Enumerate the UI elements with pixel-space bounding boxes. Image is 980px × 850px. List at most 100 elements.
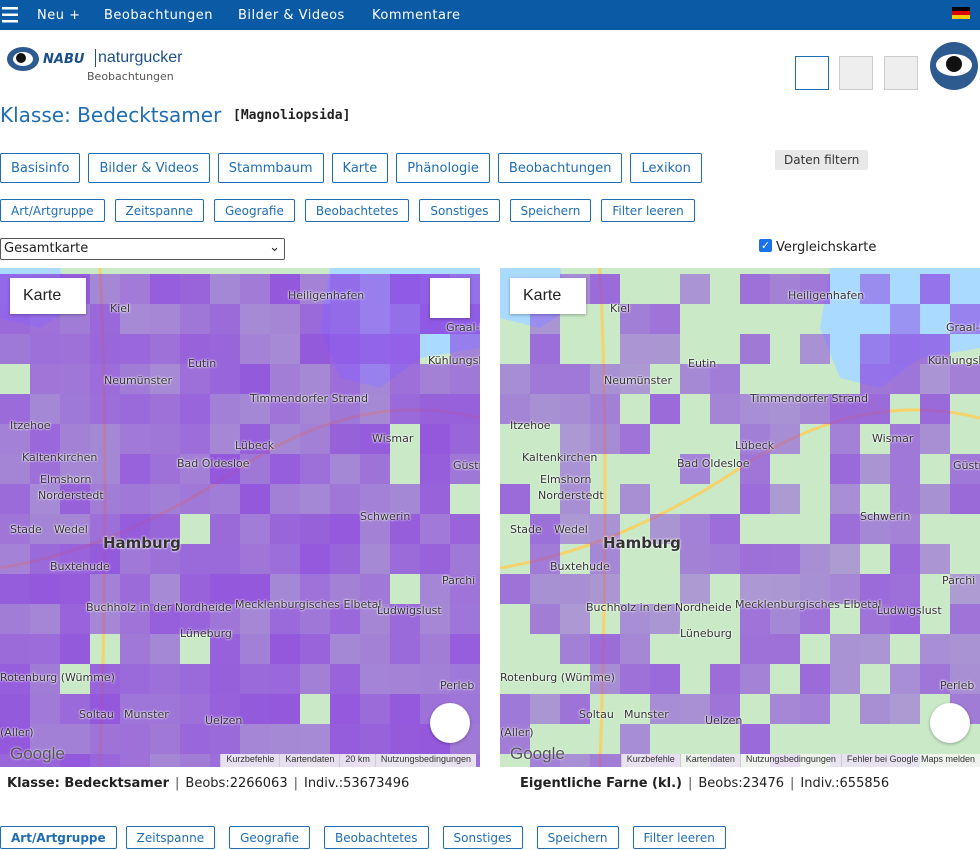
grid-cell xyxy=(620,634,650,664)
tab-button[interactable]: Basisinfo xyxy=(0,153,81,183)
grid-cell xyxy=(450,454,480,484)
attribution-link[interactable]: Kartendaten xyxy=(279,754,339,767)
grid-cell xyxy=(180,664,210,694)
flag-de[interactable] xyxy=(952,7,970,19)
grid-cell xyxy=(620,334,650,364)
place-label: Ludwigslust xyxy=(377,604,442,617)
place-label: Eutin xyxy=(188,357,217,370)
filter-button[interactable]: Geografie xyxy=(229,826,310,849)
grid-cell xyxy=(830,424,860,454)
grid-cell xyxy=(360,664,390,694)
grid-cell xyxy=(830,514,860,544)
attribution-link[interactable]: Fehler bei Google Maps melden xyxy=(840,754,980,767)
grid-cell xyxy=(590,424,620,454)
nav-item[interactable]: Bilder & Videos xyxy=(238,8,345,23)
filter-button[interactable]: Sonstiges xyxy=(442,826,523,849)
filter-button[interactable]: Geografie xyxy=(213,199,295,222)
tab-button[interactable]: Karte xyxy=(331,153,389,183)
caption-taxon: Klasse: Bedecktsamer xyxy=(7,776,170,791)
grid-cell xyxy=(450,514,480,544)
map-left[interactable]: Kiel Heiligenhafen Graal-M Eutin Neumünster K… xyxy=(0,268,480,767)
filter-button[interactable]: Speichern xyxy=(509,199,592,222)
map-select[interactable]: Gesamtkarte ⌄ xyxy=(0,238,285,260)
grid-cell xyxy=(240,664,270,694)
fullscreen-button[interactable] xyxy=(430,278,470,318)
grid-cell xyxy=(650,604,680,634)
grid-cell xyxy=(30,724,60,754)
grid-cell xyxy=(590,634,620,664)
map-attribution: Kurzbefehle Kartendaten 20 km Nutzungsbedin… xyxy=(220,754,476,767)
attribution-link[interactable]: Kartendaten xyxy=(679,754,740,767)
tab-button[interactable]: Bilder & Videos xyxy=(88,153,210,183)
filter-button[interactable]: Filter leeren xyxy=(632,826,726,849)
filter-button[interactable]: Art/Artgruppe xyxy=(0,199,105,222)
grid-cell xyxy=(420,364,450,394)
tab-button[interactable]: Beobachtungen xyxy=(497,153,623,183)
place-label: Kühlungsb xyxy=(428,354,480,367)
grid-cell xyxy=(300,364,330,394)
pan-control[interactable] xyxy=(930,703,970,743)
grid-cell xyxy=(240,454,270,484)
grid-cell xyxy=(180,754,210,767)
grid-cell xyxy=(210,514,240,544)
grid-cell xyxy=(530,334,560,364)
grid-cell xyxy=(710,514,740,544)
grid-cell xyxy=(90,334,120,364)
grid-cell xyxy=(390,484,420,514)
nav-item[interactable]: Beobachtungen xyxy=(104,8,214,23)
grid-cell xyxy=(500,484,530,514)
pan-control[interactable] xyxy=(430,703,470,743)
grid-cell xyxy=(740,724,770,754)
filter-button[interactable]: Beobachtetes xyxy=(323,826,429,849)
tab-button[interactable]: Phänologie xyxy=(396,153,490,183)
attribution-link[interactable]: 20 km xyxy=(339,754,375,767)
filter-button[interactable]: Zeitspanne xyxy=(114,199,204,222)
filter-button[interactable]: Beobachtetes xyxy=(304,199,410,222)
caption-beobs: Beobs:2266063 xyxy=(185,776,288,791)
attribution-link[interactable]: Kurzbefehle xyxy=(220,754,279,767)
grid-cell xyxy=(150,334,180,364)
grid-cell xyxy=(90,514,120,544)
grid-cell xyxy=(30,664,60,694)
icon-profile[interactable] xyxy=(839,56,873,90)
filter-button[interactable]: Speichern xyxy=(536,826,619,849)
filter-button[interactable]: Zeitspanne xyxy=(125,826,216,849)
grid-cell xyxy=(620,364,650,394)
grid-cell xyxy=(360,274,390,304)
tab-button[interactable]: Stammbaum xyxy=(217,153,324,183)
attribution-link[interactable]: Nutzungsbedingungen xyxy=(374,754,476,767)
filter-button[interactable]: Art/Artgruppe xyxy=(0,826,117,849)
grid-cell xyxy=(300,454,330,484)
grid-cell xyxy=(300,574,330,604)
grid-cell xyxy=(920,544,950,574)
grid-cell xyxy=(330,304,360,334)
grid-cell xyxy=(0,454,30,484)
tab-button[interactable]: Lexikon xyxy=(630,153,702,183)
grid-cell xyxy=(360,544,390,574)
grid-cell xyxy=(240,634,270,664)
nav-item[interactable]: Kommentare xyxy=(372,8,461,23)
attribution-link[interactable]: Kurzbefehle xyxy=(620,754,680,767)
grid-cell xyxy=(390,394,420,424)
compare-checkbox[interactable]: ✓ xyxy=(759,239,772,252)
place-label: Norderstedt xyxy=(38,489,104,502)
caption-taxon: Eigentliche Farne (kl.) xyxy=(520,776,682,791)
filter-button[interactable]: Filter leeren xyxy=(601,199,695,222)
map-type-control[interactable]: Karte xyxy=(10,278,86,314)
map-right[interactable]: Kiel Heiligenhafen Graal-M Eutin Neumünster K… xyxy=(500,268,980,767)
filter-button[interactable]: Sonstiges xyxy=(419,199,500,222)
map-type-control[interactable]: Karte xyxy=(510,278,586,314)
grid-cell xyxy=(30,544,60,574)
grid-cell xyxy=(240,274,270,304)
grid-cell xyxy=(30,694,60,724)
grid-cell xyxy=(560,754,590,767)
place-label: Wedel xyxy=(54,523,88,536)
menu-icon[interactable] xyxy=(2,6,18,24)
attribution-link[interactable]: Nutzungsbedingungen xyxy=(739,754,841,767)
filter-toggle[interactable]: Daten filtern xyxy=(775,150,869,170)
icon-settings[interactable] xyxy=(884,56,918,90)
grid-cell xyxy=(270,304,300,334)
grid-cell xyxy=(240,364,270,394)
icon-people[interactable] xyxy=(795,56,829,90)
nav-item[interactable]: Neu + xyxy=(37,8,81,23)
